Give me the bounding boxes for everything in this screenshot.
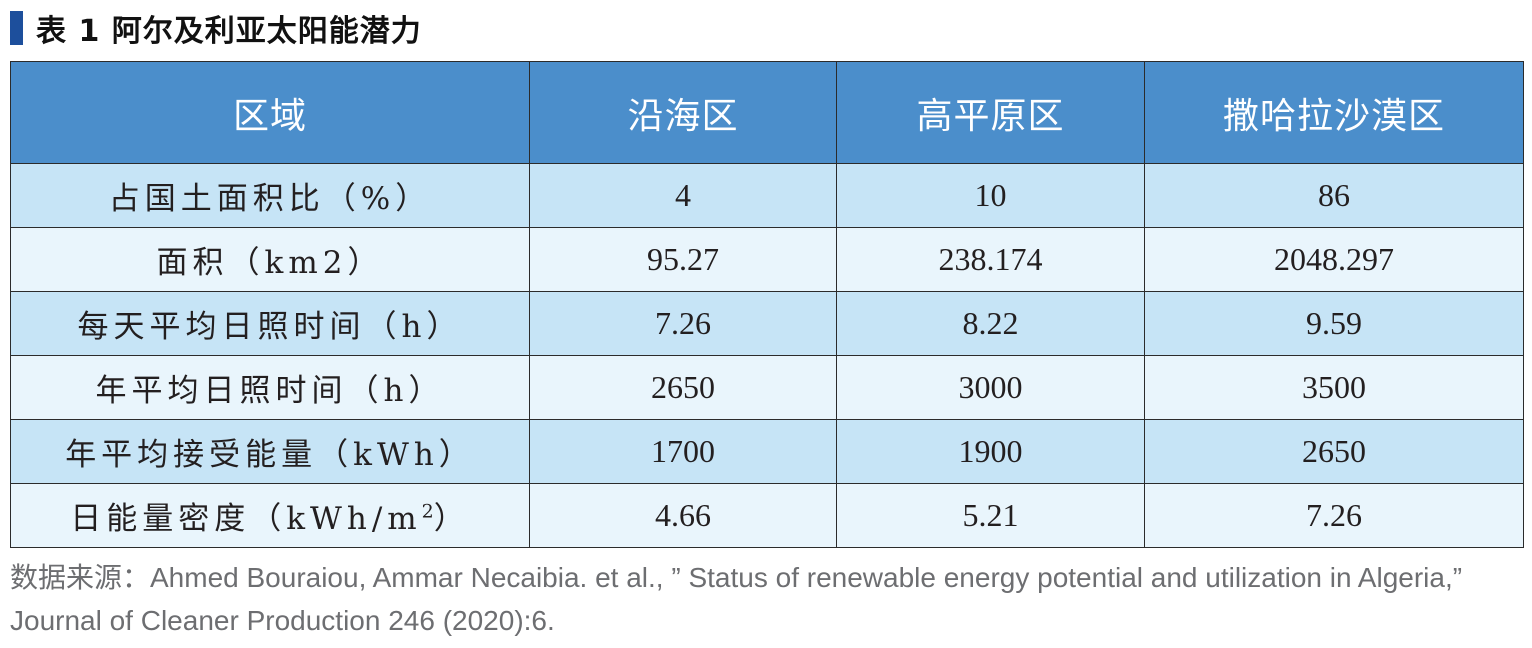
row-label: 年平均日照时间（h） xyxy=(10,355,530,420)
source-citation: 数据来源：Ahmed Bouraiou, Ammar Necaibia. et … xyxy=(10,562,1463,636)
cell-value: 2650 xyxy=(529,355,837,420)
cell-value: 1900 xyxy=(836,419,1145,484)
row-label: 每天平均日照时间（h） xyxy=(10,291,530,356)
table-title-bar: 表 1 阿尔及利亚太阳能潜力 xyxy=(10,8,422,49)
row-label-prefix: 日能量密度（kWh/m xyxy=(70,501,422,537)
row-label: 日能量密度（kWh/m2） xyxy=(10,483,530,548)
table-row: 每天平均日照时间（h） 7.26 8.22 9.59 xyxy=(10,291,1524,356)
cell-value: 5.21 xyxy=(836,483,1145,548)
table-row: 占国土面积比（%） 4 10 86 xyxy=(10,163,1524,228)
table-title: 表 1 阿尔及利亚太阳能潜力 xyxy=(36,14,422,49)
cell-value: 9.59 xyxy=(1144,291,1524,356)
cell-value: 8.22 xyxy=(836,291,1145,356)
cell-value: 95.27 xyxy=(529,227,837,292)
header-sahara: 撒哈拉沙漠区 xyxy=(1144,61,1524,164)
cell-value: 4.66 xyxy=(529,483,837,548)
cell-value: 4 xyxy=(529,163,837,228)
table-header-row: 区域 沿海区 高平原区 撒哈拉沙漠区 xyxy=(10,61,1524,164)
row-label: 面积（km2） xyxy=(10,227,530,292)
cell-value: 2048.297 xyxy=(1144,227,1524,292)
row-label-suffix: ） xyxy=(433,501,470,537)
cell-value: 7.26 xyxy=(1144,483,1524,548)
cell-value: 1700 xyxy=(529,419,837,484)
cell-value: 238.174 xyxy=(836,227,1145,292)
header-coastal: 沿海区 xyxy=(529,61,837,164)
header-region: 区域 xyxy=(10,61,530,164)
cell-value: 10 xyxy=(836,163,1145,228)
cell-value: 3000 xyxy=(836,355,1145,420)
cell-value: 2650 xyxy=(1144,419,1524,484)
row-label: 占国土面积比（%） xyxy=(10,163,530,228)
solar-potential-table: 区域 沿海区 高平原区 撒哈拉沙漠区 占国土面积比（%） 4 10 86 面积（… xyxy=(10,61,1524,548)
cell-value: 7.26 xyxy=(529,291,837,356)
table-row: 年平均接受能量（kWh） 1700 1900 2650 xyxy=(10,419,1524,484)
cell-value: 86 xyxy=(1144,163,1524,228)
table-row: 年平均日照时间（h） 2650 3000 3500 xyxy=(10,355,1524,420)
title-marker xyxy=(10,11,23,45)
header-highlands: 高平原区 xyxy=(836,61,1145,164)
table-row: 面积（km2） 95.27 238.174 2048.297 xyxy=(10,227,1524,292)
cell-value: 3500 xyxy=(1144,355,1524,420)
table-row: 日能量密度（kWh/m2） 4.66 5.21 7.26 xyxy=(10,483,1524,548)
row-label: 年平均接受能量（kWh） xyxy=(10,419,530,484)
unit-superscript: 2 xyxy=(421,500,434,523)
